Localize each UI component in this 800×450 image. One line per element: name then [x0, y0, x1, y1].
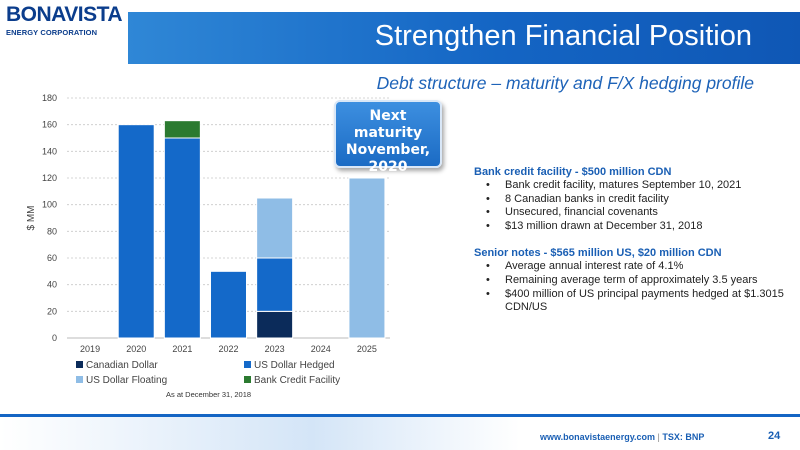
- legend-swatch: [76, 361, 83, 368]
- senior-notes-item: • $400 million of US principal payments h…: [474, 288, 784, 315]
- legend-label: US Dollar Hedged: [254, 360, 335, 371]
- senior-notes-item: • Average annual interest rate of 4.1%: [474, 260, 784, 274]
- y-tick-label: 160: [42, 120, 57, 130]
- bullet-icon: •: [486, 192, 490, 205]
- bullet-icon: •: [486, 287, 490, 300]
- x-tick-label: 2024: [311, 344, 331, 354]
- x-tick-label: 2022: [218, 344, 238, 354]
- footer-separator: |: [657, 432, 660, 442]
- legend-swatch: [244, 361, 251, 368]
- footer-divider: [0, 414, 800, 417]
- bank-facility-item-text: Bank credit facility, matures September …: [505, 179, 742, 191]
- ticker-symbol: TSX: BNP: [662, 432, 705, 442]
- bullet-icon: •: [486, 179, 490, 191]
- y-tick-label: 0: [52, 333, 57, 343]
- chart-note: As at December 31, 2018: [166, 390, 252, 399]
- y-axis-label: $ MM: [26, 206, 37, 231]
- page-number: 24: [768, 430, 781, 442]
- bar-segment: [256, 310, 294, 339]
- bar-segment: [256, 257, 294, 312]
- bar-segment: [210, 270, 247, 339]
- bullet-icon: •: [486, 260, 490, 273]
- bank-facility-heading: Bank credit facility - $500 million CDN: [474, 166, 672, 178]
- y-tick-label: 180: [42, 93, 57, 103]
- bar-segment: [348, 177, 386, 339]
- senior-notes-item-text: Remaining average term of approximately …: [505, 273, 758, 286]
- footer-band: [0, 417, 520, 450]
- bank-facility-item: • Unsecured, financial covenants: [474, 206, 784, 220]
- legend-label: Bank Credit Facility: [254, 375, 340, 386]
- y-tick-label: 40: [47, 280, 57, 290]
- senior-notes-list: • Average annual interest rate of 4.1% • Re…: [474, 260, 784, 314]
- x-tick-label: 2023: [265, 344, 285, 354]
- x-tick-label: 2021: [172, 344, 192, 354]
- bank-facility-item-text: Unsecured, financial covenants: [505, 206, 658, 219]
- footer-info: www.bonavistaenergy.com | TSX: BNP: [540, 432, 704, 442]
- company-logo: BONAVISTA ENERGY CORPORATION: [6, 3, 123, 38]
- legend-label: US Dollar Floating: [86, 375, 167, 386]
- bar-segment: [256, 197, 294, 259]
- bar-segment: [163, 120, 201, 139]
- legend-swatch: [244, 376, 251, 383]
- senior-notes-heading: Senior notes - $565 million US, $20 mill…: [474, 247, 722, 260]
- logo-name: BONAVISTA: [6, 3, 123, 26]
- x-tick-label: 2019: [80, 344, 100, 354]
- y-tick-label: 60: [47, 253, 57, 263]
- y-tick-label: 100: [42, 200, 57, 210]
- y-tick-label: 20: [47, 306, 57, 316]
- senior-notes-item: • Remaining average term of approximately…: [474, 274, 784, 288]
- bank-facility-item-text: $13 million drawn at December 31, 2018: [505, 219, 703, 232]
- bank-facility-list: • Bank credit facility, matures September…: [474, 179, 784, 233]
- y-tick-label: 140: [42, 146, 57, 156]
- website-link[interactable]: www.bonavistaenergy.com: [540, 432, 656, 442]
- debt-details: Bank credit facility - $500 million CDN …: [474, 165, 784, 315]
- bullet-icon: •: [486, 273, 490, 286]
- next-maturity-badge: Next maturity November, 2020: [334, 100, 442, 175]
- legend-swatch: [76, 376, 83, 383]
- senior-notes-item-text: $400 million of US principal payments he…: [505, 287, 784, 314]
- bank-facility-item: • Bank credit facility, matures September…: [474, 179, 784, 193]
- bullet-icon: •: [486, 206, 490, 219]
- bank-facility-item: • 8 Canadian banks in credit facility: [474, 193, 784, 207]
- next-maturity-text: Next maturity November, 2020: [345, 108, 431, 175]
- slide-title: Strengthen Financial Position: [374, 20, 752, 52]
- debt-maturity-chart: 0 20 40 60 80 100 120 140 160 180 $ MM 2019 2020 2021…: [26, 93, 390, 386]
- bar-segment: [117, 124, 155, 339]
- y-tick-label: 120: [42, 173, 57, 183]
- bullet-icon: •: [486, 219, 490, 232]
- bank-facility-item: • $13 million drawn at December 31, 2018: [474, 220, 784, 234]
- senior-notes-item-text: Average annual interest rate of 4.1%: [505, 260, 684, 273]
- y-tick-label: 80: [47, 226, 57, 236]
- bank-facility-item-text: 8 Canadian banks in credit facility: [505, 192, 669, 205]
- x-tick-label: 2020: [126, 344, 146, 354]
- title-bar: Strengthen Financial Position: [128, 12, 800, 64]
- bar-segment: [163, 137, 201, 339]
- x-tick-label: 2025: [357, 344, 377, 354]
- logo-subtitle: ENERGY CORPORATION: [6, 28, 98, 37]
- slide-subtitle: Debt structure – maturity and F/X hedgin…: [376, 73, 754, 93]
- legend-label: Canadian Dollar: [86, 360, 158, 371]
